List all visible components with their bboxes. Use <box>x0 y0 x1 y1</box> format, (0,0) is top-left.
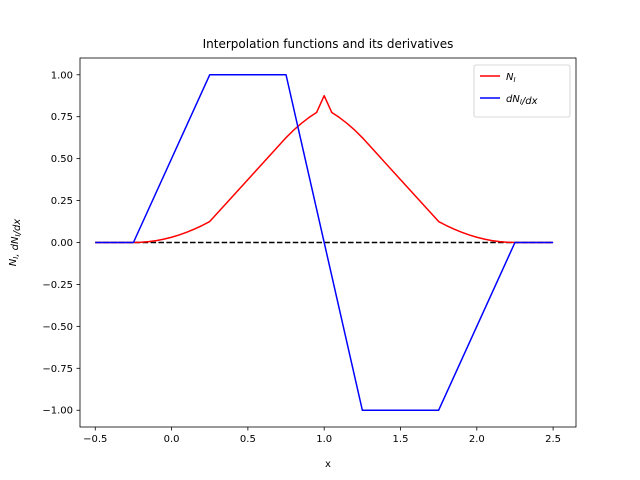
series-line-NI <box>95 94 554 244</box>
x-tick-label: 0.5 <box>240 434 256 445</box>
y-axis-label: NI, dNI/dx <box>8 219 23 267</box>
y-tick-label: 0.75 <box>51 112 73 123</box>
x-tick-label: −0.5 <box>83 434 107 445</box>
x-tick-label: 2.0 <box>469 434 485 445</box>
legend-box <box>473 64 571 118</box>
x-tick-label: 0.0 <box>164 434 180 445</box>
series-line-dNI-dx <box>95 74 554 411</box>
y-tick-label: −0.75 <box>42 364 73 375</box>
x-tick-label: 1.0 <box>316 434 332 445</box>
y-axis: 1.00 0.75 0.50 0.25 0.00 −0.25 −0.50 −0.75 −1.00 <box>42 70 80 417</box>
legend: NI dNI/dx <box>473 64 571 118</box>
y-tick-label: 0.50 <box>51 154 73 165</box>
y-tick-label: −0.50 <box>42 322 73 333</box>
legend-label: dNI/dx <box>506 94 538 107</box>
x-axis-label: x <box>325 459 331 470</box>
y-axis-label-text: NI, dNI/dx <box>8 219 23 267</box>
chart-title: Interpolation functions and its derivati… <box>203 37 454 51</box>
x-tick-label: 2.5 <box>545 434 561 445</box>
y-tick-label: 0.00 <box>51 238 73 249</box>
y-tick-label: −1.00 <box>42 406 73 417</box>
y-tick-label: 1.00 <box>51 70 73 81</box>
plot-area <box>79 57 577 428</box>
x-tick-label: 1.5 <box>393 434 409 445</box>
legend-label: NI <box>506 72 516 84</box>
y-tick-label: −0.25 <box>42 280 73 291</box>
x-axis: −0.5 0.0 0.5 1.0 1.5 2.0 2.5 <box>83 427 561 445</box>
y-tick-label: 0.25 <box>51 196 73 207</box>
